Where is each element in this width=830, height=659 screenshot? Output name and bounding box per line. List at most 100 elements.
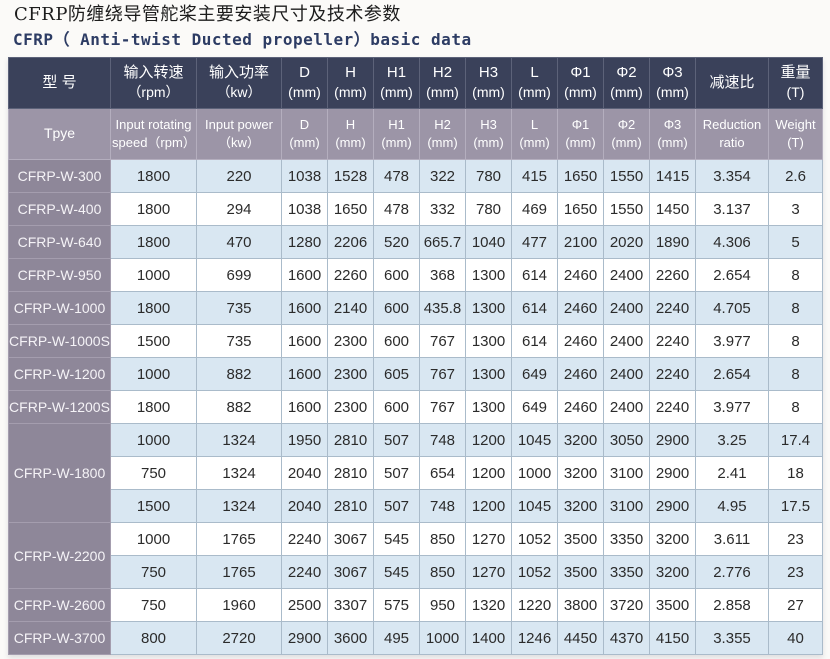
model-cell-cfrp-w-300: CFRP-W-300 [8,159,111,193]
value-cell: 220 [196,159,282,193]
model-cell-cfrp-w-2600: CFRP-W-2600 [8,588,111,622]
header-en-h1: H1 (mm) [373,108,420,160]
value-cell: 3100 [603,456,650,490]
value-cell: 1052 [511,555,558,589]
page-title-english: CFRP（ Anti-twist Ducted propeller）basic … [13,30,472,49]
value-cell: 605 [373,357,420,391]
value-cell: 2206 [327,225,374,259]
value-cell: 748 [419,489,466,523]
value-cell: 665.7 [419,225,466,259]
value-cell: 1528 [327,159,374,193]
value-cell: 800 [110,621,197,655]
value-cell: 2300 [327,357,374,391]
header-en-weight: Weight (T) [768,108,823,160]
value-cell: 3307 [327,588,374,622]
spec-table: 型 号输入转速 （rpm） 输入功率 （kw） D (mm) H (mm) H1 (mm) H2 (m… [8,57,823,655]
value-cell: 1200 [465,423,512,457]
value-cell: 2900 [649,423,696,457]
value-cell: 2020 [603,225,650,259]
value-cell: 2460 [557,390,604,424]
model-cell-cfrp-w-950: CFRP-W-950 [8,258,111,292]
value-cell: 8 [768,324,823,358]
value-cell: 2400 [603,390,650,424]
header-en-l: L (mm) [511,108,558,160]
table-row-cfrp-w-1200: CFRP-W-1200 1000 882 1600 2300 605 767 1300 649 2… [8,357,823,391]
value-cell: 614 [511,324,558,358]
header-cn-h3: H3 (mm) [465,57,512,109]
value-cell: 1650 [557,159,604,193]
header-row-english: Tpye Input rotating speed（rpm） Input power （… [8,108,823,160]
model-cell-cfrp-w-2200: CFRP-W-2200 [8,522,111,589]
value-cell: 1500 [110,489,197,523]
table-row-cfrp-w-2600: CFRP-W-2600 750 1960 2500 3307 575 950 1320 1220… [8,588,823,622]
value-cell: 600 [373,324,420,358]
value-cell: 2460 [557,258,604,292]
value-cell: 2240 [281,522,328,556]
value-cell: 1300 [465,324,512,358]
value-cell: 2720 [196,621,282,655]
value-cell: 495 [373,621,420,655]
value-cell: 1000 [110,423,197,457]
header-cn-col: 输入转速 （rpm） [110,57,197,109]
value-cell: 1960 [196,588,282,622]
value-cell: 1600 [281,291,328,325]
header-en-reduction: Reduction ratio [695,108,769,160]
value-cell: 2900 [649,489,696,523]
value-cell: 8 [768,291,823,325]
value-cell: 2240 [649,324,696,358]
value-cell: 3600 [327,621,374,655]
header-en-h2: H2 (mm) [419,108,466,160]
value-cell: 780 [465,159,512,193]
value-cell: 1324 [196,489,282,523]
value-cell: 1550 [603,192,650,226]
value-cell: 4.306 [695,225,769,259]
value-cell: 1600 [281,324,328,358]
table-row-cfrp-w-950: CFRP-W-950 1000 699 1600 2260 600 368 1300 614 24… [8,258,823,292]
value-cell: 3.611 [695,522,769,556]
header-en-h3: H3 (mm) [465,108,512,160]
header-cn-col: 减速比 [695,57,769,109]
value-cell: 1550 [603,159,650,193]
value-cell: 4370 [603,621,650,655]
value-cell: 1300 [465,258,512,292]
value-cell: 5 [768,225,823,259]
value-cell: 2.654 [695,357,769,391]
value-cell: 1324 [196,456,282,490]
value-cell: 1052 [511,522,558,556]
value-cell: 3500 [557,555,604,589]
value-cell: 575 [373,588,420,622]
value-cell: 2040 [281,489,328,523]
value-cell: 1320 [465,588,512,622]
value-cell: 507 [373,489,420,523]
header-en-2: Φ2 (mm) [603,108,650,160]
value-cell: 2810 [327,456,374,490]
header-cn-col: 重量 (T) [768,57,823,109]
value-cell: 1040 [465,225,512,259]
value-cell: 1324 [196,423,282,457]
model-cell-cfrp-w-1000: CFRP-W-1000 [8,291,111,325]
value-cell: 2.654 [695,258,769,292]
value-cell: 750 [110,456,197,490]
value-cell: 477 [511,225,558,259]
header-en-tpye: Tpye [8,108,111,160]
value-cell: 507 [373,423,420,457]
value-cell: 17.4 [768,423,823,457]
value-cell: 8 [768,390,823,424]
value-cell: 649 [511,357,558,391]
value-cell: 3.354 [695,159,769,193]
value-cell: 2460 [557,291,604,325]
spec-table-header: 型 号输入转速 （rpm） 输入功率 （kw） D (mm) H (mm) H1 (mm) H2 (m… [8,57,823,160]
value-cell: 3100 [603,489,650,523]
model-cell-cfrp-w-1200: CFRP-W-1200 [8,357,111,391]
value-cell: 2.6 [768,159,823,193]
value-cell: 2240 [649,357,696,391]
value-cell: 1300 [465,390,512,424]
value-cell: 2500 [281,588,328,622]
value-cell: 3800 [557,588,604,622]
model-cell-cfrp-w-1800: CFRP-W-1800 [8,423,111,523]
header-cn-3: Φ3 (mm) [649,57,696,109]
value-cell: 2900 [281,621,328,655]
table-row-cfrp-w-1800-3: 1500 1324 2040 2810 507 748 1200 1045 3200 3100 29… [9,489,823,523]
value-cell: 294 [196,192,282,226]
value-cell: 3350 [603,555,650,589]
